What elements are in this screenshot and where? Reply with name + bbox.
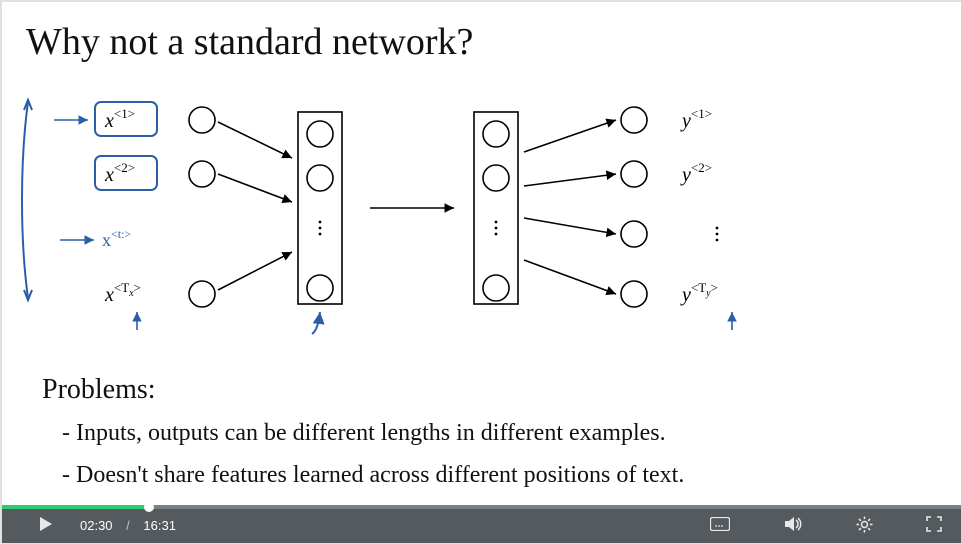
svg-text:y<2>: y<2> [680,160,712,186]
svg-text:x<2>: x<2> [104,160,135,186]
progress-fill [2,505,149,509]
time-total: 16:31 [143,518,176,533]
play-icon[interactable] [34,505,58,543]
svg-text:x<1>: x<1> [104,106,135,132]
svg-text:y<Ty>: y<Ty> [680,280,718,306]
problem-bullet-1: - Inputs, outputs can be different lengt… [62,420,666,447]
network-diagram: x<1> x<2> x<Tx> x<t:> y<1> y<2> y<Ty> [16,92,776,352]
progress-knob[interactable] [144,502,154,512]
svg-text:y<1>: y<1> [680,106,712,132]
time-separator: / [126,518,130,533]
problems-heading: Problems: [42,374,156,406]
time-current: 02:30 [80,518,113,533]
svg-text:x<t:>: x<t:> [102,227,131,250]
fullscreen-icon[interactable] [922,505,946,543]
gear-icon[interactable] [852,505,876,543]
slide-title: Why not a standard network? [26,20,473,64]
captions-icon[interactable] [708,505,732,543]
volume-icon[interactable] [782,505,806,543]
problem-bullet-2: - Doesn't share features learned across … [62,462,684,489]
svg-text:x<Tx>: x<Tx> [104,280,141,306]
time-display: 02:30 / 16:31 [80,518,176,533]
video-controls: 02:30 / 16:31 [2,505,961,543]
